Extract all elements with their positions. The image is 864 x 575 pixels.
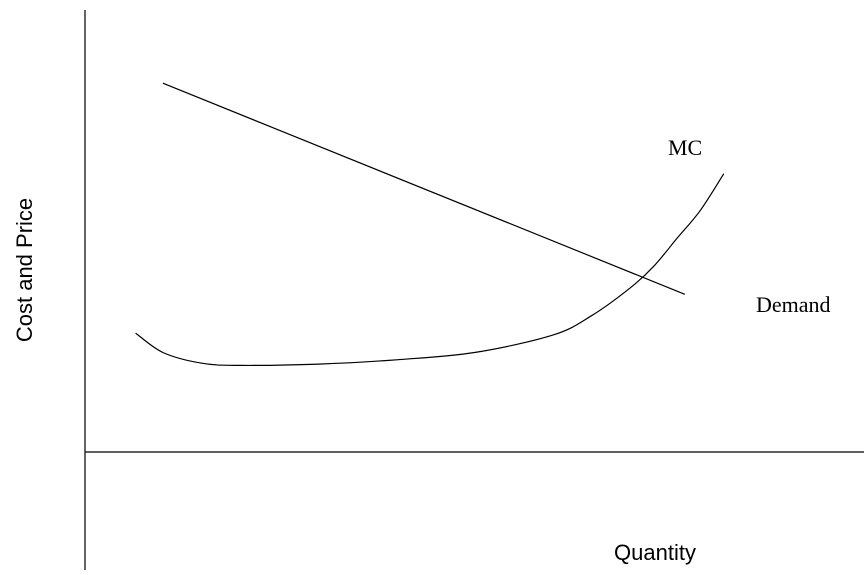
y-axis-title: Cost and Price [12, 198, 37, 342]
demand-curve-label: Demand [756, 292, 831, 317]
demand-curve [162, 82, 686, 295]
axes [84, 10, 864, 570]
labels: Quantity Cost and Price MC Demand [12, 135, 831, 565]
mc-curve [135, 173, 725, 367]
series-group [135, 82, 725, 367]
mc-curve-label: MC [668, 135, 702, 160]
x-axis-title: Quantity [614, 540, 696, 565]
